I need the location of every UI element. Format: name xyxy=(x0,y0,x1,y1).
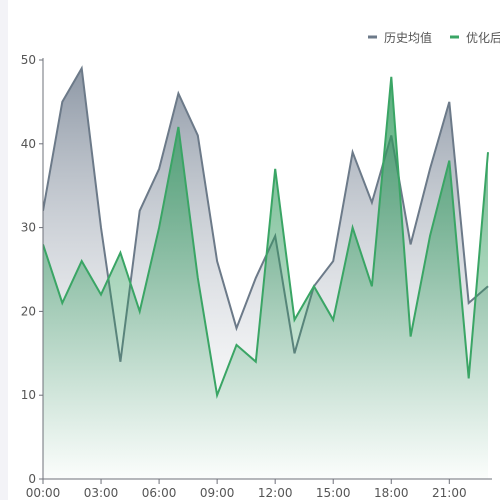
x-tick-label: 15:00 xyxy=(316,486,351,500)
series-line-1 xyxy=(43,76,489,399)
x-tick-label: 09:00 xyxy=(200,486,235,500)
x-tick-label: 18:00 xyxy=(374,486,409,500)
y-tick-label: 20 xyxy=(21,304,36,318)
y-tick-label: 10 xyxy=(21,388,36,402)
x-tick-label: 06:00 xyxy=(142,486,177,500)
legend-label: 历史均值 xyxy=(384,30,432,45)
x-tick-label: 00:00 xyxy=(26,486,61,500)
y-tick-label: 40 xyxy=(21,137,36,151)
y-tick-label: 30 xyxy=(21,221,36,235)
x-tick-label: 21:00 xyxy=(432,486,467,500)
series-area-1 xyxy=(43,76,488,480)
x-tick-label: 03:00 xyxy=(84,486,119,500)
x-tick-label: 12:00 xyxy=(258,486,293,500)
y-tick-label: 50 xyxy=(21,53,36,67)
y-tick-label: 0 xyxy=(28,472,36,486)
legend-label: 优化后 xyxy=(466,31,500,45)
